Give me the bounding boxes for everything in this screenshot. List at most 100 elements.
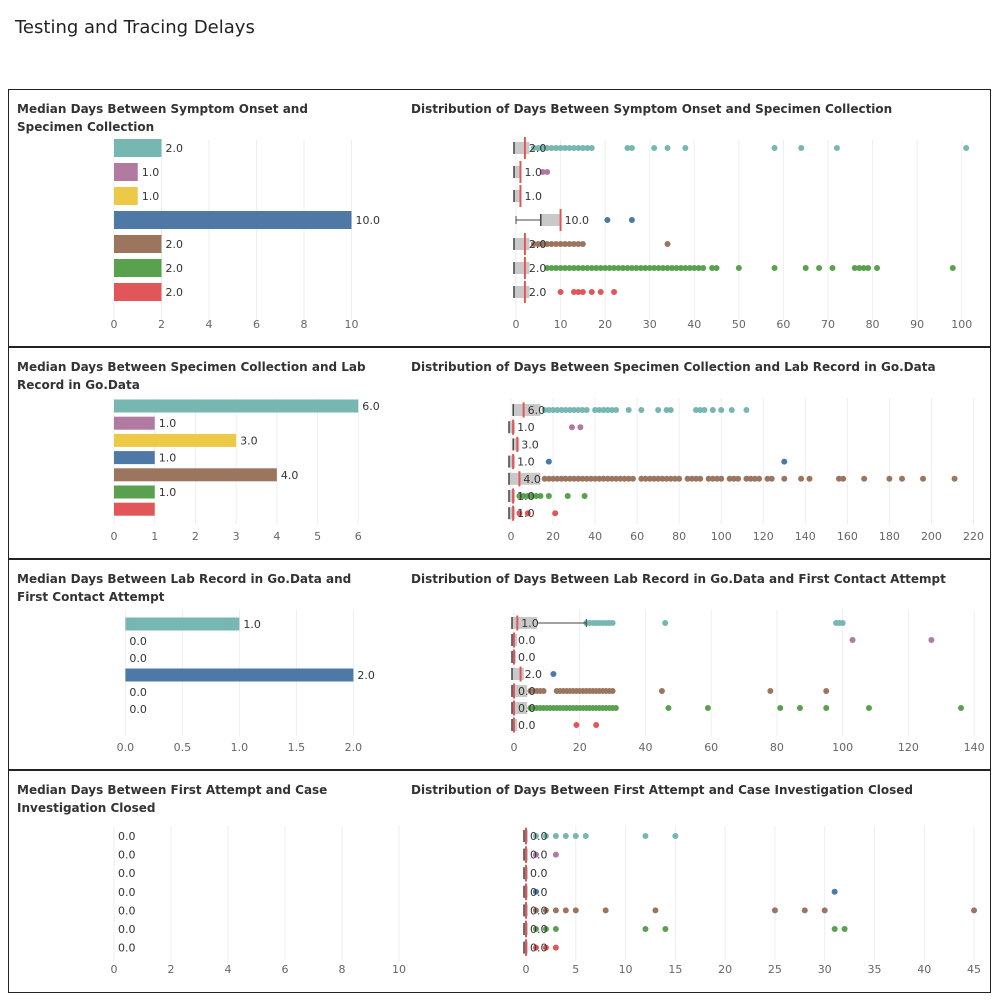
data-point [751, 475, 758, 482]
data-point [667, 407, 674, 413]
box [513, 438, 520, 451]
contact-bar-title: Median Days Between Lab Record in Go.Dat… [17, 572, 352, 604]
x-tick-label: 20 [546, 530, 560, 543]
x-tick-label: 160 [837, 530, 858, 543]
data-point [816, 265, 823, 271]
x-tick-label: 6 [355, 530, 362, 543]
data-point [587, 475, 594, 482]
data-point [662, 926, 669, 932]
data-point [572, 833, 579, 839]
bar-value-label: 0.0 [118, 849, 136, 862]
data-point [600, 475, 607, 482]
data-point [564, 493, 571, 499]
data-point [611, 265, 618, 271]
median-label: 2.0 [529, 238, 547, 251]
data-point [529, 493, 536, 499]
data-point [709, 475, 716, 482]
data-point [718, 407, 725, 413]
box [514, 262, 530, 274]
data-point [575, 145, 582, 151]
data-point [625, 407, 632, 413]
x-tick-label: 5 [314, 530, 321, 543]
x-tick-label: 60 [704, 741, 718, 754]
lab-dist-chart: 0 20 40 60 80 100 120 140 160 180 200 220 6.0 1.0 3.0 1… [508, 398, 984, 543]
x-tick-label: 6 [282, 963, 289, 976]
bar [114, 399, 359, 413]
data-point [557, 145, 564, 151]
data-point [581, 493, 588, 499]
data-point [655, 265, 662, 271]
data-point [516, 493, 523, 499]
data-point [570, 289, 577, 295]
box [512, 685, 528, 697]
data-point [700, 265, 707, 271]
median-label: 1.0 [517, 490, 535, 503]
data-point [971, 907, 978, 914]
data-point [764, 475, 771, 482]
data-point [608, 475, 615, 482]
x-tick-label: 30 [818, 963, 832, 976]
x-tick-label: 8 [301, 318, 308, 331]
data-point [840, 475, 847, 482]
bar-value-label: 3.0 [240, 434, 258, 447]
data-point [646, 475, 653, 482]
data-point [552, 926, 559, 932]
data-point [545, 475, 552, 482]
data-point [537, 493, 544, 499]
median-label: 2.0 [529, 262, 547, 275]
data-point [544, 169, 551, 175]
data-point [579, 289, 586, 295]
data-point [542, 833, 549, 839]
data-point [831, 926, 838, 932]
data-point [575, 265, 582, 271]
x-tick-label: 20 [718, 963, 732, 976]
contact-bar-chart: 0.0 0.5 1.0 1.5 2.0 1.0 0.0 0.0 2.0 0.0 0.0 [117, 610, 375, 754]
data-point [767, 688, 774, 694]
data-point [588, 289, 595, 295]
data-point [613, 407, 620, 413]
data-point [677, 265, 684, 271]
x-tick-label: 120 [753, 530, 774, 543]
data-point [600, 407, 607, 413]
data-point [562, 475, 569, 482]
median-label: 1.0 [517, 507, 535, 520]
median-label: 10.0 [565, 214, 590, 227]
close-dist-title: Distribution of Days Between First Attem… [411, 783, 913, 797]
close-bar-chart: 0 2 4 6 8 10 0.0 0.0 0.0 0.0 0.0 0.0 0.0 [111, 826, 406, 976]
data-point [570, 145, 577, 151]
data-point [562, 265, 569, 271]
data-point [756, 475, 763, 482]
bar-value-label: 1.0 [159, 452, 177, 465]
x-tick-label: 0 [111, 963, 118, 976]
data-point [705, 475, 712, 482]
x-tick-label: 10 [554, 318, 568, 331]
data-point [658, 688, 665, 694]
data-point [638, 407, 645, 413]
data-point [539, 241, 546, 247]
data-point [584, 145, 591, 151]
data-point [577, 424, 584, 431]
bar [114, 468, 277, 482]
data-point [553, 265, 560, 271]
bar-value-label: 2.0 [166, 262, 184, 275]
bar-value-label: 0.0 [129, 703, 147, 716]
data-point [642, 926, 649, 932]
data-point [688, 475, 695, 482]
data-point [584, 265, 591, 271]
data-point [692, 475, 699, 482]
data-point [533, 493, 540, 499]
data-point [801, 907, 808, 914]
x-tick-label: 1 [151, 530, 158, 543]
data-point [612, 705, 619, 711]
x-tick-label: 25 [768, 963, 782, 976]
data-point [730, 475, 737, 482]
bar-value-label: 1.0 [142, 166, 160, 179]
data-point [628, 145, 635, 151]
data-point [535, 145, 542, 151]
bar-value-label: 2.0 [166, 286, 184, 299]
data-point [861, 475, 868, 482]
data-point [771, 907, 778, 914]
box [514, 238, 530, 250]
x-tick-label: 10 [619, 963, 633, 976]
median-label: 0.0 [530, 830, 548, 843]
